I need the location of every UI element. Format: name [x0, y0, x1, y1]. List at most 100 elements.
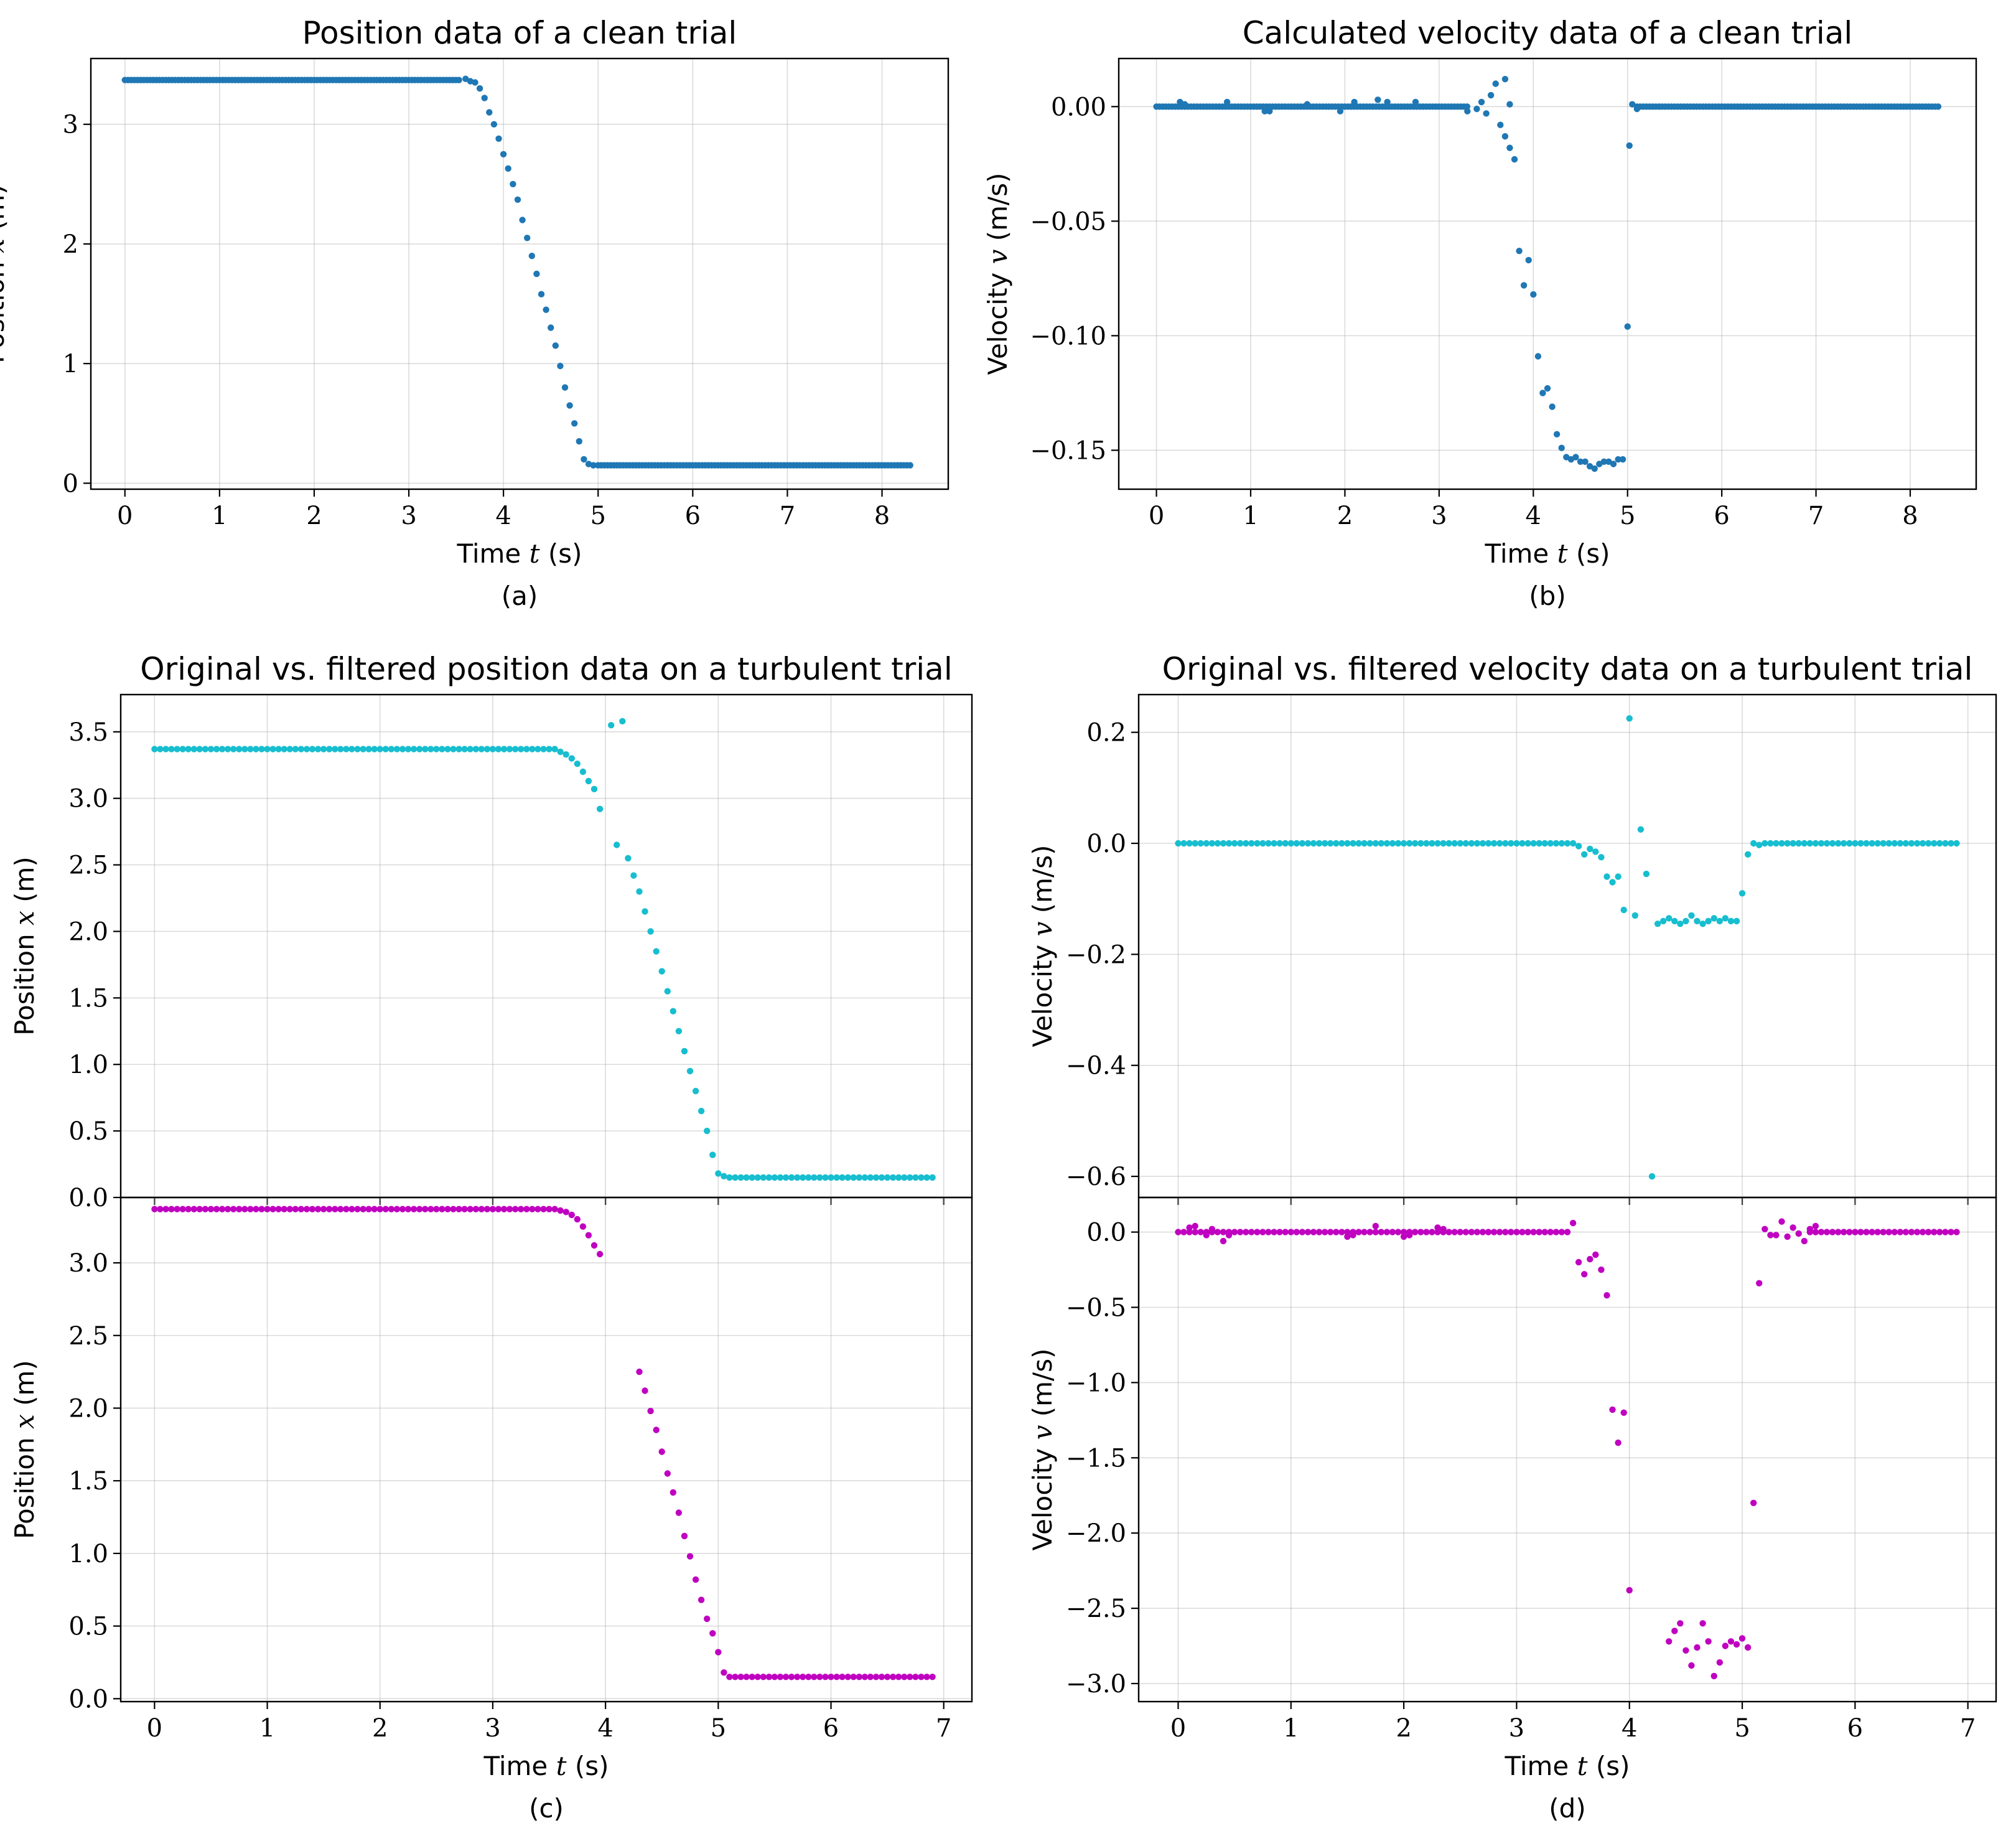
data-point: [1389, 840, 1396, 847]
data-point: [1445, 840, 1452, 847]
data-point: [1581, 1271, 1588, 1278]
data-point: [1231, 840, 1238, 847]
data-point: [1304, 101, 1311, 108]
data-point: [1501, 75, 1509, 83]
data-point: [551, 1206, 558, 1212]
data-point: [174, 746, 180, 752]
data-point: [782, 1174, 790, 1181]
data-point: [546, 1206, 553, 1212]
data-point: [1744, 1644, 1752, 1651]
data-point: [1175, 1229, 1182, 1235]
data-point: [292, 746, 299, 752]
data-point: [1869, 840, 1875, 847]
data-point: [929, 1174, 936, 1181]
x-tick-label: 1: [259, 1714, 275, 1743]
data-point: [1468, 1229, 1475, 1235]
data-point: [1880, 1229, 1887, 1235]
data-point: [230, 1206, 237, 1212]
data-point: [1829, 840, 1836, 847]
y-tick-label: −0.2: [1066, 940, 1126, 969]
data-point: [1530, 1229, 1537, 1235]
data-point: [743, 1174, 750, 1181]
y-tick-label: 1: [63, 350, 78, 378]
y-tick-label: −1.5: [1066, 1444, 1126, 1473]
data-point: [907, 462, 913, 469]
data-point: [292, 1206, 299, 1212]
x-tick-label: 8: [1902, 502, 1918, 530]
data-point: [1587, 845, 1594, 853]
data-point: [1823, 840, 1831, 847]
data-point: [1192, 1229, 1198, 1235]
x-tick-label: 3: [485, 1714, 500, 1743]
x-axis-label: Time t (s): [456, 538, 582, 569]
data-point: [562, 751, 569, 758]
data-point: [1490, 1229, 1498, 1235]
data-point: [647, 928, 654, 935]
data-point: [534, 1206, 541, 1212]
data-point: [476, 85, 483, 92]
data-point: [1733, 1641, 1740, 1648]
data-point: [653, 948, 660, 955]
data-point: [1333, 840, 1340, 847]
data-point: [698, 1107, 705, 1115]
data-point: [320, 1206, 327, 1212]
data-point: [1304, 840, 1312, 847]
data-point: [1600, 458, 1608, 465]
data-point: [1366, 1229, 1373, 1235]
data-point: [1790, 840, 1796, 847]
data-point: [675, 1028, 683, 1035]
data-point: [1451, 1229, 1458, 1235]
data-point: [444, 1206, 451, 1212]
data-point: [1327, 1229, 1334, 1235]
data-point: [642, 1387, 648, 1394]
data-point: [811, 1674, 818, 1680]
data-point: [1925, 1229, 1932, 1235]
data-point: [1671, 1628, 1678, 1634]
data-point: [1699, 921, 1706, 927]
x-tick-label: 7: [1960, 1714, 1976, 1743]
data-point: [561, 384, 569, 391]
y-axis-label: Velocity v (m/s): [1027, 1349, 1058, 1551]
y-tick-label: 2.0: [68, 917, 108, 946]
data-point: [1536, 840, 1542, 847]
data-point: [1852, 1229, 1859, 1235]
chart-title: Original vs. filtered position data on a…: [140, 651, 952, 687]
data-point: [681, 1532, 688, 1540]
data-point: [1902, 1229, 1910, 1235]
data-point: [1762, 1225, 1768, 1233]
data-point: [918, 1674, 925, 1680]
data-point: [579, 1223, 587, 1230]
data-point: [168, 746, 175, 752]
x-tick-label: 0: [117, 502, 133, 530]
data-point: [157, 746, 164, 752]
data-point: [534, 746, 541, 752]
data-point: [450, 1206, 457, 1212]
data-point: [1412, 98, 1419, 106]
data-point: [1261, 108, 1268, 115]
data-point: [1812, 840, 1819, 847]
data-point: [872, 1674, 880, 1680]
x-tick-label: 4: [597, 1714, 613, 1743]
data-point: [1738, 1635, 1746, 1642]
data-point: [1710, 1672, 1717, 1680]
data-point: [1609, 1406, 1616, 1413]
data-point: [500, 746, 508, 752]
data-point: [1575, 1258, 1582, 1266]
data-point: [1682, 917, 1689, 925]
x-axis-label: Time t (s): [483, 1751, 609, 1781]
data-point: [658, 968, 665, 975]
data-point: [1506, 101, 1513, 108]
data-point: [1344, 1229, 1351, 1235]
data-point: [1530, 840, 1537, 847]
data-point: [281, 746, 287, 752]
data-point: [704, 1127, 711, 1135]
data-point: [596, 805, 604, 813]
data-point: [1795, 1230, 1802, 1237]
data-point: [1440, 1225, 1447, 1233]
data-point: [1891, 1229, 1898, 1235]
data-point: [636, 1368, 643, 1375]
data-point: [376, 746, 383, 752]
data-point: [1603, 1292, 1610, 1299]
data-point: [1626, 1586, 1633, 1594]
y-tick-label: 0.0: [1086, 830, 1126, 858]
